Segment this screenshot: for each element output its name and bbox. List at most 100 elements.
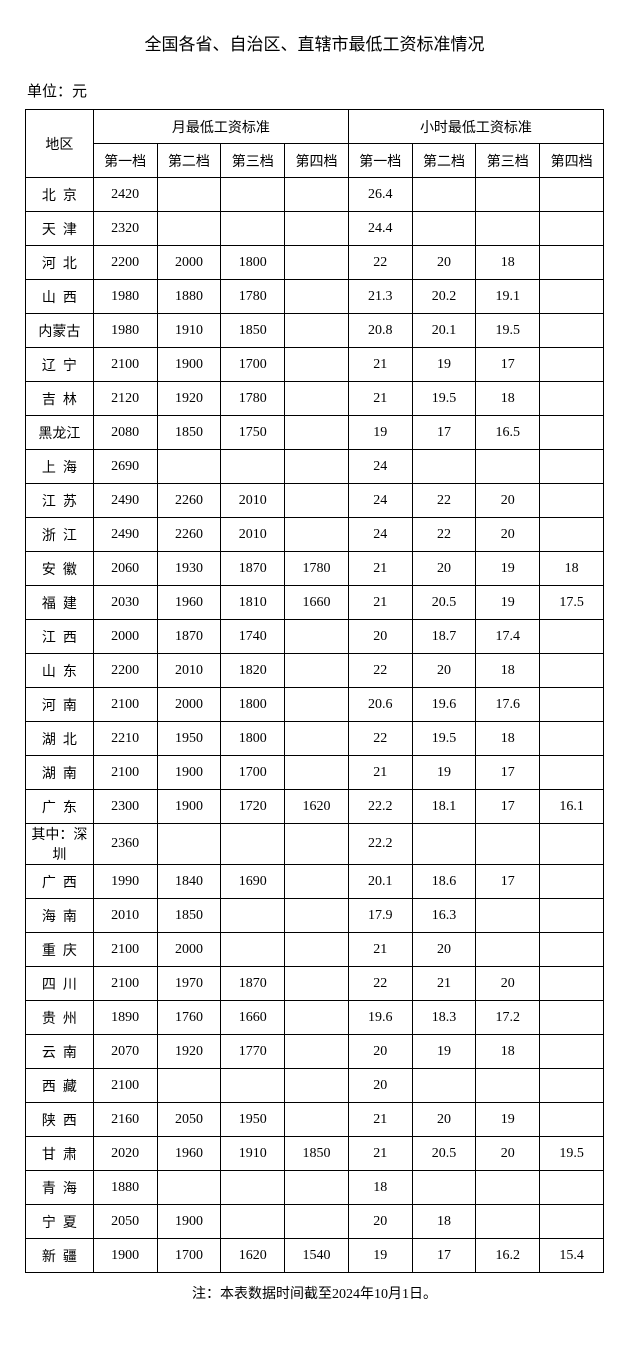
data-cell: 20	[412, 654, 476, 688]
data-cell	[285, 620, 349, 654]
data-cell: 1800	[221, 246, 285, 280]
region-cell: 海南	[26, 899, 94, 933]
data-cell: 1820	[221, 654, 285, 688]
data-cell: 1700	[221, 756, 285, 790]
data-cell: 19.5	[412, 722, 476, 756]
data-cell: 1740	[221, 620, 285, 654]
table-row: 甘肃20201960191018502120.52019.5	[26, 1137, 604, 1171]
data-cell	[285, 280, 349, 314]
table-row: 其中：深圳236022.2	[26, 824, 604, 865]
data-cell: 18.6	[412, 865, 476, 899]
data-cell	[285, 1035, 349, 1069]
data-cell: 17	[412, 1239, 476, 1273]
table-row: 安徽206019301870178021201918	[26, 552, 604, 586]
data-cell	[540, 1069, 604, 1103]
header-hourly-tier2: 第二档	[412, 144, 476, 178]
data-cell: 18	[476, 382, 540, 416]
region-cell: 西藏	[26, 1069, 94, 1103]
region-cell: 新疆	[26, 1239, 94, 1273]
data-cell: 2080	[93, 416, 157, 450]
region-cell: 河北	[26, 246, 94, 280]
data-cell: 1780	[221, 280, 285, 314]
region-cell: 重庆	[26, 933, 94, 967]
table-row: 湖南210019001700211917	[26, 756, 604, 790]
data-cell	[476, 1069, 540, 1103]
data-cell: 1910	[221, 1137, 285, 1171]
region-cell: 北京	[26, 178, 94, 212]
data-cell	[285, 450, 349, 484]
data-cell	[540, 1001, 604, 1035]
header-monthly: 月最低工资标准	[93, 110, 348, 144]
region-cell: 江西	[26, 620, 94, 654]
data-cell: 26.4	[348, 178, 412, 212]
data-cell: 1850	[157, 416, 221, 450]
region-cell: 安徽	[26, 552, 94, 586]
table-row: 宁夏205019002018	[26, 1205, 604, 1239]
data-cell	[221, 1171, 285, 1205]
data-cell	[412, 450, 476, 484]
data-cell: 21	[348, 348, 412, 382]
data-cell: 1900	[157, 790, 221, 824]
data-cell	[285, 967, 349, 1001]
region-cell: 陕西	[26, 1103, 94, 1137]
data-cell	[157, 450, 221, 484]
region-cell: 广西	[26, 865, 94, 899]
data-cell	[285, 722, 349, 756]
data-cell: 21.3	[348, 280, 412, 314]
data-cell	[285, 246, 349, 280]
data-cell: 1760	[157, 1001, 221, 1035]
data-cell: 20.2	[412, 280, 476, 314]
region-cell: 内蒙古	[26, 314, 94, 348]
data-cell: 1920	[157, 382, 221, 416]
data-cell: 2490	[93, 518, 157, 552]
data-cell	[412, 824, 476, 865]
data-cell	[540, 382, 604, 416]
data-cell: 1780	[285, 552, 349, 586]
data-cell: 21	[348, 756, 412, 790]
data-cell	[540, 1171, 604, 1205]
data-cell: 1750	[221, 416, 285, 450]
data-cell	[476, 450, 540, 484]
table-row: 山东220020101820222018	[26, 654, 604, 688]
data-cell	[285, 348, 349, 382]
data-cell	[476, 212, 540, 246]
data-cell: 22	[348, 722, 412, 756]
data-cell: 18	[540, 552, 604, 586]
data-cell: 18.3	[412, 1001, 476, 1035]
header-monthly-tier1: 第一档	[93, 144, 157, 178]
data-cell	[285, 1103, 349, 1137]
data-cell	[412, 178, 476, 212]
data-cell: 1720	[221, 790, 285, 824]
data-cell: 20	[476, 518, 540, 552]
data-cell: 1800	[221, 688, 285, 722]
data-cell: 24	[348, 450, 412, 484]
header-hourly-tier3: 第三档	[476, 144, 540, 178]
data-cell: 2060	[93, 552, 157, 586]
data-cell: 1980	[93, 314, 157, 348]
data-cell: 18.1	[412, 790, 476, 824]
data-cell	[540, 899, 604, 933]
data-cell: 22	[348, 654, 412, 688]
data-cell: 19	[412, 348, 476, 382]
data-cell: 20	[348, 1035, 412, 1069]
data-cell	[540, 722, 604, 756]
table-row: 陕西216020501950212019	[26, 1103, 604, 1137]
header-hourly: 小时最低工资标准	[348, 110, 603, 144]
data-cell: 1620	[285, 790, 349, 824]
data-cell: 2490	[93, 484, 157, 518]
region-cell: 湖南	[26, 756, 94, 790]
data-cell: 1930	[157, 552, 221, 586]
data-cell: 18	[476, 1035, 540, 1069]
table-row: 北京242026.4	[26, 178, 604, 212]
data-cell	[285, 484, 349, 518]
data-cell: 17	[476, 865, 540, 899]
data-cell	[285, 824, 349, 865]
data-cell: 1700	[221, 348, 285, 382]
data-cell: 1840	[157, 865, 221, 899]
region-cell: 广东	[26, 790, 94, 824]
data-cell: 21	[348, 382, 412, 416]
data-cell	[221, 212, 285, 246]
data-cell: 2000	[157, 688, 221, 722]
data-cell	[540, 314, 604, 348]
data-cell: 1850	[221, 314, 285, 348]
